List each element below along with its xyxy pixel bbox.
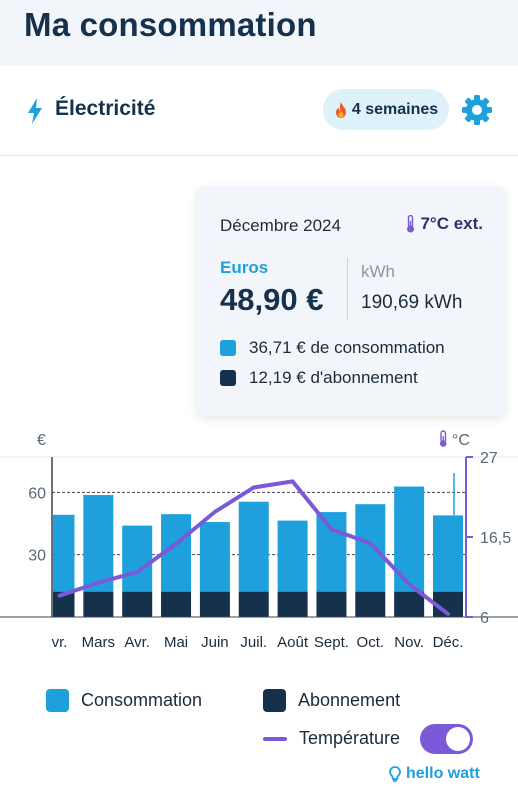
legend-subscription-swatch bbox=[263, 689, 286, 712]
y-left-axis-label: € bbox=[37, 432, 46, 449]
bar-subscription bbox=[238, 591, 269, 617]
bar-consumption bbox=[83, 495, 114, 592]
legend-consumption-label: Consommation bbox=[81, 690, 203, 710]
bar-subscription bbox=[277, 591, 308, 617]
tooltip-consumption-line: 36,71 € de consommation bbox=[220, 338, 445, 358]
subscription-swatch bbox=[220, 370, 236, 386]
header: Ma consommation bbox=[0, 0, 518, 66]
consumption-swatch bbox=[220, 340, 236, 356]
chart-legend: Consommation Abonnement Température bbox=[0, 680, 518, 770]
legend-subscription: Abonnement bbox=[263, 689, 400, 712]
period-chip-label: 4 semaines bbox=[351, 100, 439, 118]
bar-subscription bbox=[394, 591, 425, 617]
temperature-line bbox=[57, 479, 450, 616]
tooltip-kwh-tab[interactable]: kWh bbox=[361, 262, 395, 281]
legend-subscription-label: Abonnement bbox=[298, 690, 401, 710]
tooltip-consumption-text: 36,71 € de consommation bbox=[249, 338, 445, 357]
tooltip-subscription-text: 12,19 € d'abonnement bbox=[249, 368, 418, 387]
tooltip-euros-tab[interactable]: Euros bbox=[220, 258, 269, 277]
page-title: Ma consommation bbox=[24, 6, 317, 43]
tooltip-euros-value: 48,90 € bbox=[220, 282, 324, 317]
legend-consumption-swatch bbox=[46, 689, 69, 712]
bar-subscription bbox=[83, 591, 114, 617]
y-right-tick-label: 6 bbox=[480, 610, 489, 627]
legend-consumption: Consommation bbox=[46, 689, 202, 712]
legend-temperature-label: Température bbox=[299, 728, 401, 748]
bar-consumption bbox=[238, 501, 269, 592]
x-tick-label: Oct. bbox=[357, 634, 385, 651]
brand-logo: hello watt bbox=[389, 765, 480, 783]
x-tick-label: Déc. bbox=[433, 634, 464, 651]
x-tick-label: Sept. bbox=[314, 634, 349, 651]
y-right-tick-label: 27 bbox=[480, 450, 498, 467]
bar-subscription bbox=[122, 591, 153, 617]
brand-name: hello watt bbox=[406, 765, 480, 782]
thermometer-icon bbox=[439, 430, 447, 447]
bar-consumption bbox=[122, 525, 153, 592]
y-left-tick-label: 30 bbox=[28, 548, 46, 565]
thermometer-icon bbox=[407, 215, 415, 233]
legend-temperature: Température bbox=[263, 728, 400, 749]
tooltip-subscription-line: 12,19 € d'abonnement bbox=[220, 368, 418, 388]
x-tick-label: vr. bbox=[52, 634, 68, 651]
tooltip-temperature-value: 7°C ext. bbox=[420, 214, 483, 233]
tooltip-kwh-value: 190,69 kWh bbox=[361, 292, 463, 313]
x-tick-label: Nov. bbox=[394, 634, 424, 651]
tooltip-temperature: 7°C ext. bbox=[406, 214, 483, 234]
bar-subscription bbox=[355, 591, 386, 617]
bar-consumption bbox=[316, 512, 347, 592]
temperature-toggle-knob bbox=[446, 727, 470, 751]
energy-selector-row: Électricité 4 semaines bbox=[0, 66, 518, 156]
bar-consumption bbox=[355, 504, 386, 592]
x-tick-label: Mai bbox=[164, 634, 188, 651]
x-tick-label: Août bbox=[277, 634, 309, 651]
bar-subscription bbox=[53, 591, 75, 617]
bar-consumption bbox=[433, 515, 463, 592]
tooltip-month: Décembre 2024 bbox=[220, 216, 341, 235]
bar-consumption bbox=[53, 514, 75, 592]
x-tick-label: Mars bbox=[82, 634, 115, 651]
month-detail-tooltip: Décembre 2024 7°C ext. Euros 48,90 € kWh… bbox=[197, 186, 505, 416]
y-right-axis-label: °C bbox=[452, 432, 470, 449]
period-chip[interactable]: 4 semaines bbox=[323, 89, 449, 130]
x-tick-label: Juin bbox=[201, 634, 229, 651]
tooltip-divider bbox=[347, 258, 348, 320]
temperature-toggle[interactable] bbox=[420, 724, 473, 754]
bar-consumption bbox=[199, 522, 230, 592]
bar-subscription bbox=[316, 591, 347, 617]
flame-icon bbox=[335, 101, 346, 118]
lightbulb-icon bbox=[389, 766, 401, 782]
x-tick-label: Juil. bbox=[240, 634, 267, 651]
bar-subscription bbox=[199, 591, 230, 617]
gear-icon[interactable] bbox=[461, 94, 493, 126]
y-right-tick-label: 16,5 bbox=[480, 530, 511, 547]
y-left-tick-label: 60 bbox=[28, 485, 46, 502]
x-tick-label: Avr. bbox=[124, 634, 150, 651]
bar-subscription bbox=[161, 591, 192, 617]
legend-temperature-swatch bbox=[263, 736, 287, 741]
consumption-chart[interactable]: 30 60 vr. Mars Avr. Mai Juin Juil. Août Sept. Oct.… bbox=[0, 425, 518, 665]
bar-consumption bbox=[277, 520, 308, 592]
bolt-icon bbox=[28, 98, 42, 124]
energy-type-label: Électricité bbox=[55, 97, 156, 120]
